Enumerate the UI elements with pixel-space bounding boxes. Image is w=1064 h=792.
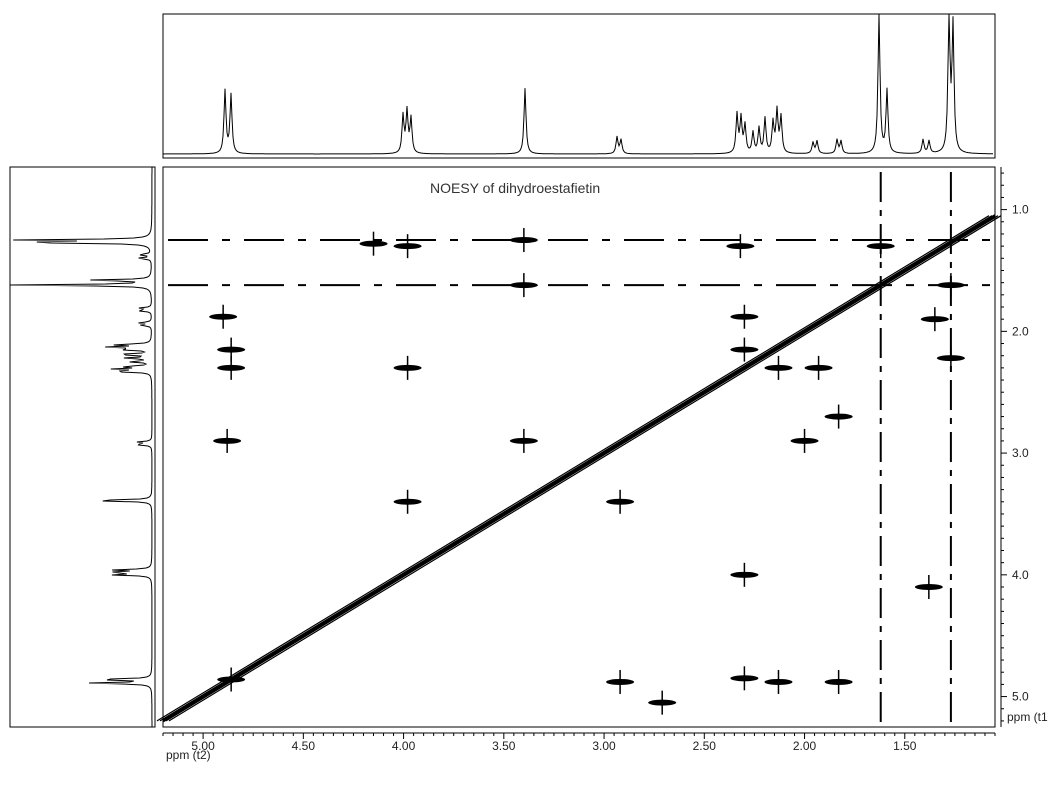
diagonal-contour — [165, 215, 999, 722]
x-tick-label: 2.50 — [693, 739, 717, 753]
left-projection-trace — [10, 167, 153, 727]
x-axis-label: ppm (t2) — [166, 748, 211, 762]
x-axis: 5.00 4.50 4.00 3.50 3.00 2.50 2.00 1.50 — [162, 732, 996, 753]
y-tick-label: 2.0 — [1012, 324, 1029, 338]
y-tick-label: 3.0 — [1012, 446, 1029, 460]
chart-title: NOESY of dihydroestafietin — [430, 180, 600, 196]
left-projection-frame — [9, 166, 156, 728]
y-tick-label: 4.0 — [1012, 568, 1029, 582]
y-axis-label: ppm (t1 — [1007, 710, 1048, 724]
y-tick-label: 5.0 — [1012, 690, 1029, 704]
top-projection-frame — [162, 13, 996, 159]
x-tick-label: 4.50 — [292, 739, 316, 753]
top-projection-spectrum — [163, 13, 993, 155]
x-tick-label: 3.00 — [592, 739, 616, 753]
diagonal-contour — [162, 214, 996, 723]
y-axis: 1.0 2.0 3.0 4.0 5.0 — [1000, 167, 1029, 727]
x-tick-label: 2.00 — [793, 739, 817, 753]
left-projection-spectrum — [10, 167, 153, 727]
diagonal-contour — [159, 215, 993, 722]
x-tick-label: 3.50 — [492, 739, 516, 753]
diagonal-contour — [156, 215, 990, 722]
x-tick-label: 5.00 — [191, 739, 215, 753]
plot-area-frame — [162, 166, 996, 728]
diagonal-contour — [168, 215, 1002, 722]
top-projection-trace — [163, 13, 993, 155]
contour-plot-content — [156, 172, 1002, 727]
x-tick-label: 1.50 — [893, 739, 917, 753]
x-tick-label: 4.00 — [392, 739, 416, 753]
y-tick-label: 1.0 — [1012, 203, 1029, 217]
